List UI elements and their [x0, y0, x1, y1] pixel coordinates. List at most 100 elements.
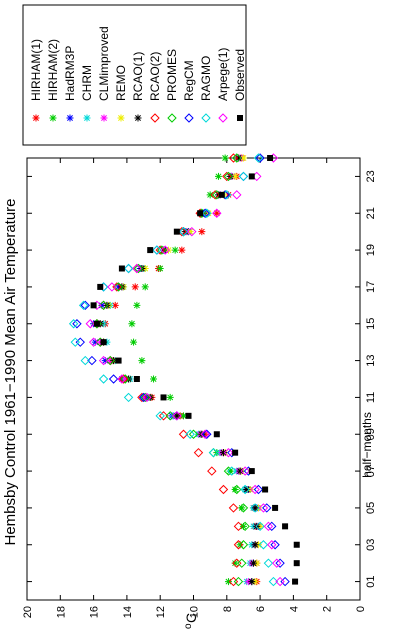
data-point [206, 191, 214, 199]
data-point [202, 429, 212, 439]
x-tick-label: 05 [365, 502, 377, 514]
y-axis-label-degree: o [183, 623, 194, 629]
data-point [231, 172, 239, 180]
plot-frame [26, 157, 361, 601]
data-point [138, 392, 149, 403]
data-point [293, 541, 300, 548]
x-tick-label: 17 [365, 281, 377, 293]
data-point [172, 411, 182, 421]
data-point [85, 319, 95, 329]
data-point [173, 412, 181, 420]
data-point [133, 376, 140, 382]
data-point [72, 319, 82, 329]
data-point [250, 484, 260, 495]
data-point [214, 172, 222, 180]
legend-marker [218, 113, 228, 123]
data-point [98, 301, 106, 309]
data-point [275, 576, 285, 587]
data-point [152, 245, 162, 255]
data-point [240, 521, 250, 532]
data-point [272, 558, 282, 568]
data-point [178, 246, 186, 254]
data-point [237, 558, 247, 568]
data-point [138, 357, 146, 365]
data-point [251, 541, 259, 549]
legend-marker [237, 115, 243, 121]
data-point [202, 208, 212, 218]
y-tick-label: 20 [22, 606, 34, 618]
data-point [113, 282, 124, 292]
data-point [150, 375, 158, 383]
legend-label: Observed [233, 49, 247, 101]
data-point [231, 486, 239, 493]
legend-marker [66, 114, 74, 122]
data-point [141, 283, 149, 291]
legend-label: RegCM [182, 60, 196, 101]
y-tick-label: 10 [189, 606, 201, 618]
x-tick-label: 15 [365, 318, 377, 330]
y-tick-label: 16 [89, 606, 101, 618]
legend-marker [49, 114, 57, 122]
x-tick-label: 19 [365, 244, 377, 256]
data-point [243, 486, 251, 493]
data-point [253, 153, 264, 163]
data-point [223, 171, 234, 182]
data-point [98, 374, 109, 384]
data-point [228, 153, 239, 163]
data-point [267, 540, 277, 550]
legend-marker [117, 114, 125, 122]
data-point [258, 503, 269, 513]
data-point [107, 282, 117, 292]
data-point [272, 504, 279, 511]
data-point [233, 576, 244, 587]
data-point [210, 190, 220, 200]
data-point [93, 320, 100, 327]
data-point [128, 320, 136, 328]
y-tick-label: 18 [55, 606, 67, 618]
data-point [165, 411, 175, 421]
data-point [207, 466, 217, 476]
legend-marker [32, 114, 40, 122]
legend-marker [134, 114, 142, 122]
x-tick-label: 09 [365, 428, 377, 440]
legend-label: CLMimproved [97, 26, 111, 101]
data-point [275, 558, 285, 568]
data-point [208, 447, 219, 458]
data-point [232, 449, 239, 456]
x-axis-label: half−months [360, 412, 374, 478]
data-point [80, 300, 90, 311]
data-point [262, 503, 272, 513]
data-point [186, 228, 194, 236]
chart-title: Hembsby Control 1961−1990 Mean Air Tempe… [2, 198, 19, 545]
data-point [213, 431, 220, 438]
data-point [223, 447, 234, 458]
data-point [221, 154, 229, 162]
legend-label: PROMES [165, 49, 179, 101]
legend-label: RCAO(2) [148, 52, 162, 101]
data-point [218, 191, 225, 198]
legend-marker [150, 113, 160, 123]
legend-label: HIRHAM(1) [29, 39, 43, 101]
data-point [232, 190, 242, 200]
data-point [238, 171, 249, 182]
data-point [267, 521, 277, 532]
data-point [101, 357, 109, 365]
data-point [78, 300, 89, 311]
data-point [120, 374, 130, 384]
y-tick-label: 6 [255, 606, 267, 612]
data-point [166, 393, 174, 401]
data-point [238, 171, 249, 182]
y-tick-label: 2 [322, 606, 334, 612]
data-point [131, 283, 139, 291]
data-point [118, 374, 129, 384]
data-point [123, 392, 134, 403]
data-point [224, 578, 232, 586]
data-point [75, 337, 85, 347]
data-point [132, 263, 142, 274]
y-tick-label: 0 [355, 606, 367, 612]
data-point [70, 337, 80, 347]
y-tick-label: 14 [122, 606, 134, 618]
data-point [249, 559, 257, 567]
data-point [118, 265, 125, 272]
